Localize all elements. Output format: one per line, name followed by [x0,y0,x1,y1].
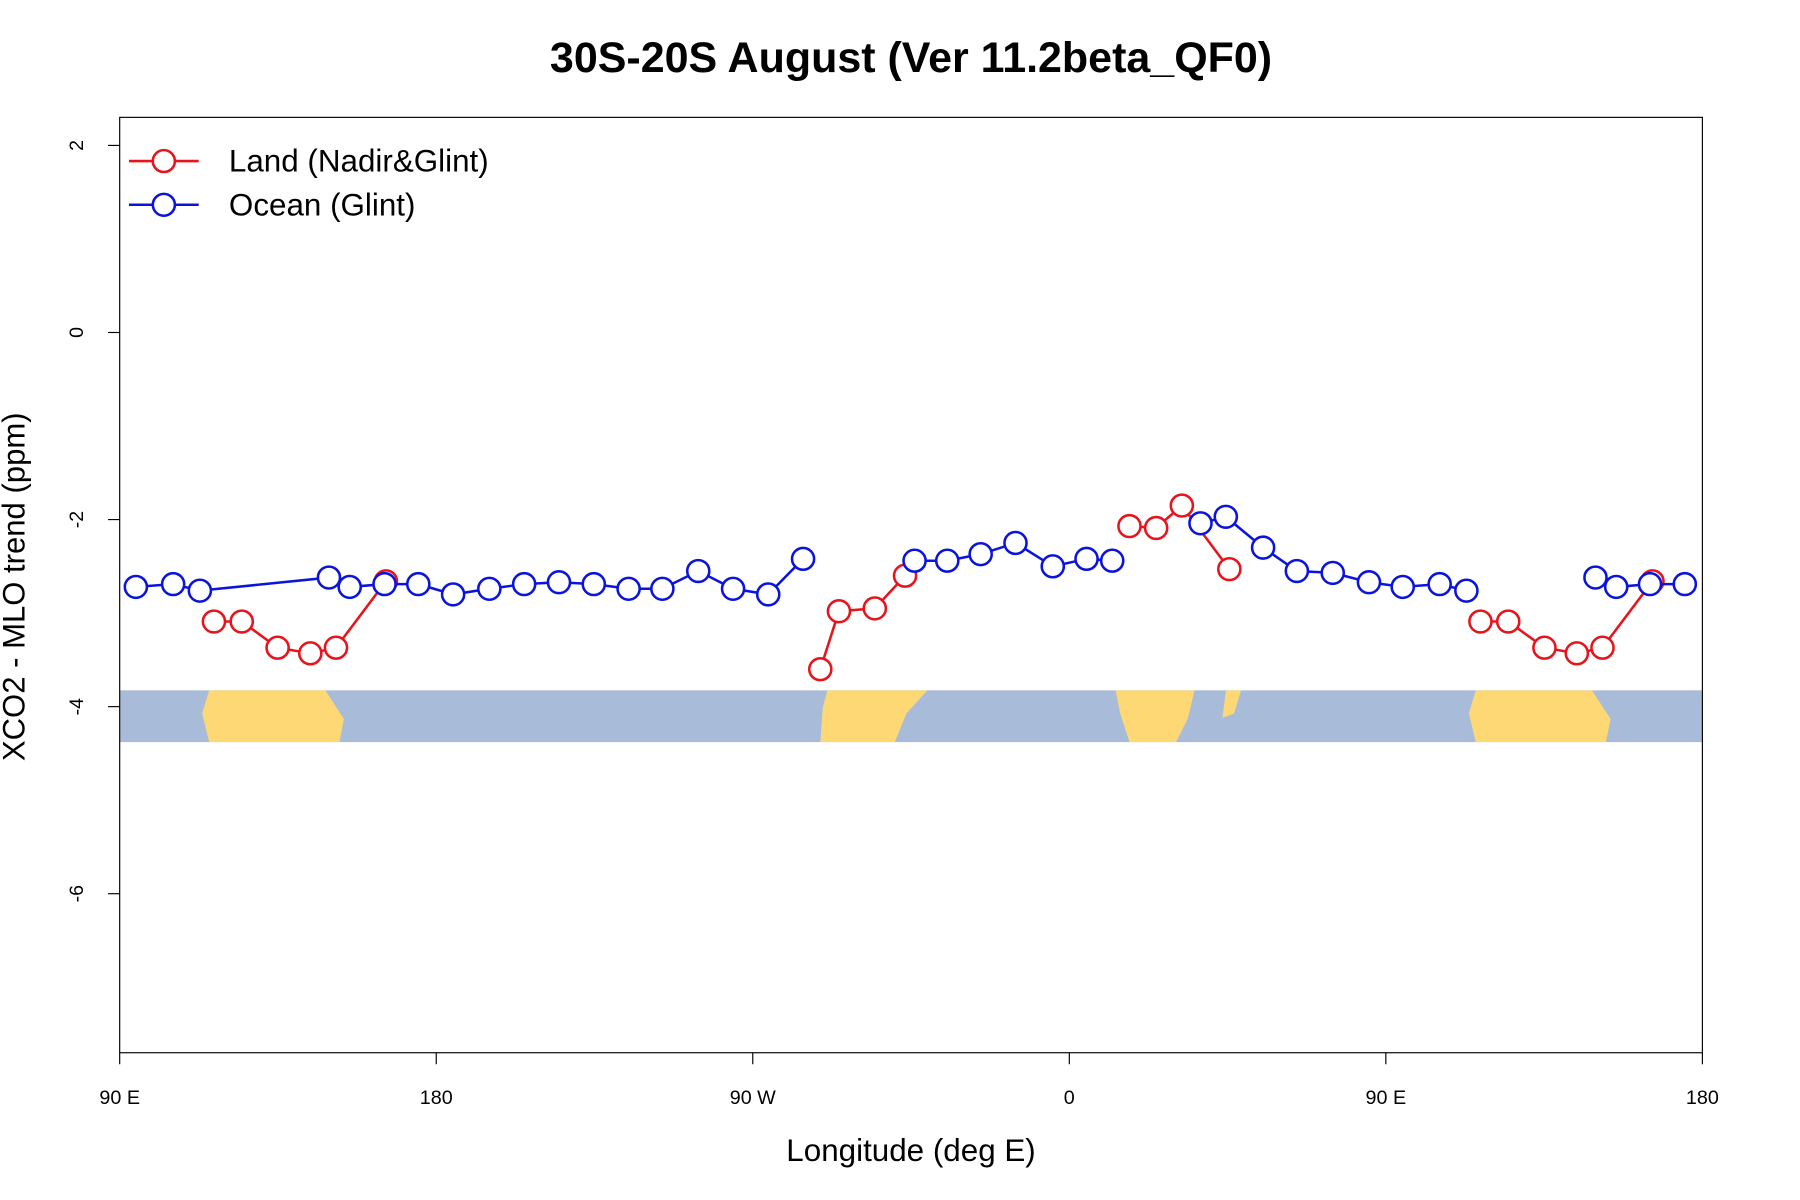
point [1427,571,1452,597]
point [1495,609,1521,634]
point [1637,571,1663,597]
point [1217,556,1242,582]
point [755,582,781,607]
point [1603,574,1629,600]
point [405,571,431,597]
point [1040,554,1066,579]
x-tick-label: 90 W [730,1087,777,1109]
x-tick-label: 90 E [99,1087,140,1109]
point [372,571,397,597]
point [862,596,888,621]
point [323,635,349,660]
point [1003,530,1028,556]
y-tick-label: 2 [66,140,88,151]
point [316,565,342,590]
point [1117,513,1142,539]
point [1356,570,1382,595]
point [337,574,363,600]
point [123,574,149,600]
point [1583,565,1608,590]
point [1672,571,1698,597]
point [826,599,852,624]
legend-marker [151,148,177,174]
point [187,578,213,603]
point [720,576,746,601]
point [685,558,711,584]
plot-frame [119,116,1703,1054]
series-line [213,503,1654,670]
point [1468,609,1493,634]
point [581,571,607,597]
point [934,548,960,573]
point [265,635,290,660]
point [1590,635,1615,660]
legend-label: Land (Nadir&Glint) [229,144,489,179]
point [968,541,993,567]
point [1213,504,1239,529]
point [1188,511,1213,536]
chart-title: 30S-20S August (Ver 11.2beta_QF0) [550,34,1272,82]
x-tick-label: 90 E [1366,1087,1407,1109]
point [1532,635,1557,660]
point [201,609,227,634]
point [440,582,466,607]
point [1074,546,1099,572]
y-tick-label: 0 [66,327,88,338]
point [546,570,572,595]
point [807,657,833,682]
legend-label: Ocean (Glint) [229,187,416,222]
x-tick-label: 180 [420,1087,453,1109]
point [297,641,323,666]
point [1320,560,1346,586]
legend-marker [151,192,177,217]
point [1564,641,1590,666]
point [1099,548,1125,573]
y-tick-label: -6 [66,885,88,902]
point [650,576,675,601]
x-tick-label: 0 [1064,1087,1075,1109]
point [616,576,641,601]
point [1284,558,1310,584]
x-tick-label: 180 [1686,1087,1719,1109]
point [1390,574,1416,600]
y-tick-label: -2 [66,511,88,528]
point [160,571,186,597]
y-tick-label: -4 [66,698,88,715]
point [1169,493,1195,518]
point [1143,515,1169,541]
point [902,548,927,573]
point [477,576,502,601]
point [1454,578,1479,603]
y-axis-label: XCO2 - MLO trend (ppm) [0,412,32,761]
point [229,609,255,634]
x-axis-label: Longitude (deg E) [786,1133,1035,1168]
point [1250,535,1276,560]
point [790,546,816,572]
map-band [119,690,1703,743]
point [511,571,537,597]
